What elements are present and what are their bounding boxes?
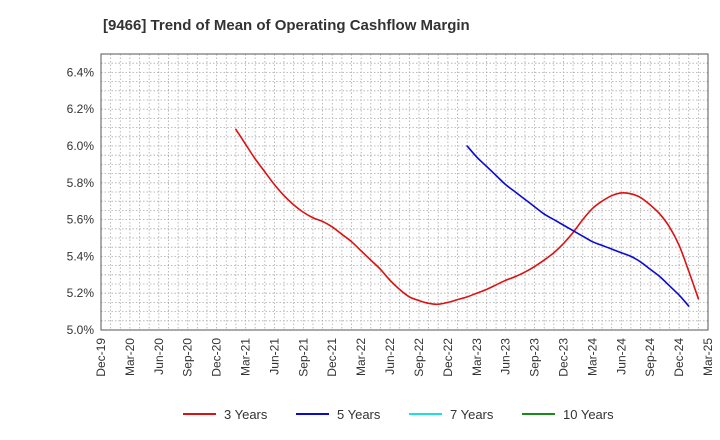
legend-item-5-years: 5 Years [296, 407, 381, 422]
series-line-3-years [235, 128, 700, 306]
x-tick-label: Sep-20 [181, 338, 195, 377]
x-tick-label: Mar-21 [239, 338, 253, 376]
y-tick-label: 6.2% [67, 102, 95, 116]
y-tick-label: 5.4% [67, 249, 95, 263]
x-tick-label: Dec-24 [672, 338, 686, 377]
legend: 3 Years 5 Years 7 Years 10 Years [183, 407, 614, 422]
legend-item-10-years: 10 Years [522, 407, 614, 422]
x-tick-label: Mar-20 [123, 338, 137, 376]
x-tick-label: Sep-22 [412, 338, 426, 377]
series-line-5-years [466, 145, 690, 307]
x-tick-label: Mar-22 [354, 338, 368, 376]
y-tick-label: 5.6% [67, 213, 95, 227]
x-tick-label: Mar-25 [701, 338, 715, 376]
x-tick-label: Dec-22 [441, 338, 455, 377]
plot-area: 5.0% 5.2% 5.4% 5.6% 5.8% 6.0% 6.2% 6.4% Dec-19 Ma… [67, 53, 715, 377]
x-tick-label: Jun-21 [267, 338, 281, 375]
legend-item-7-years: 7 Years [409, 407, 494, 422]
y-tick-label: 5.0% [67, 323, 95, 337]
chart-title: [9466] Trend of Mean of Operating Cashfl… [103, 17, 470, 34]
y-tick-label: 5.8% [67, 176, 95, 190]
x-tick-label: Jun-20 [152, 338, 166, 375]
legend-item-3-years: 3 Years [183, 407, 268, 422]
x-tick-label: Jun-24 [614, 338, 628, 375]
x-tick-label: Jun-22 [383, 338, 397, 375]
y-tick-label: 5.2% [67, 286, 95, 300]
legend-label: 10 Years [563, 407, 614, 422]
plot-background [101, 54, 708, 330]
y-tick-label: 6.4% [67, 65, 95, 79]
x-tick-label: Mar-24 [585, 338, 599, 376]
x-tick-label: Mar-23 [470, 338, 484, 376]
x-tick-label: Dec-19 [94, 338, 108, 377]
y-tick-label: 6.0% [67, 139, 95, 153]
legend-label: 5 Years [337, 407, 381, 422]
x-tick-label: Sep-21 [296, 338, 310, 377]
x-tick-label: Sep-23 [528, 338, 542, 377]
x-tick-label: Sep-24 [643, 338, 657, 377]
x-tick-label: Jun-23 [499, 338, 513, 375]
plot-frame [100, 53, 709, 331]
x-tick-label: Dec-20 [210, 338, 224, 377]
legend-label: 7 Years [450, 407, 494, 422]
x-tick-label: Dec-21 [325, 338, 339, 377]
legend-label: 3 Years [224, 407, 268, 422]
x-tick-label: Dec-23 [556, 338, 570, 377]
